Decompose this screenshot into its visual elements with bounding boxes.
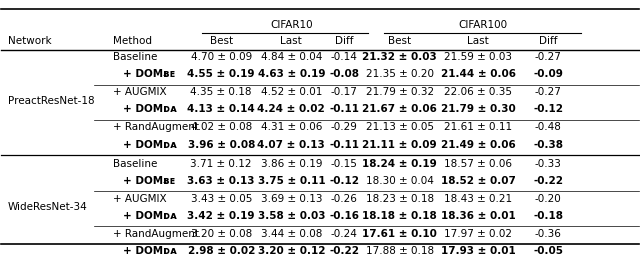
Text: + DOMᴃᴇ: + DOMᴃᴇ (123, 176, 175, 186)
Text: 18.30 ± 0.04: 18.30 ± 0.04 (365, 176, 433, 186)
Text: + RandAugment: + RandAugment (113, 122, 199, 132)
Text: -0.22: -0.22 (329, 246, 359, 256)
Text: Method: Method (113, 36, 152, 46)
Text: 4.24 ± 0.02: 4.24 ± 0.02 (257, 104, 325, 114)
Text: 4.35 ± 0.18: 4.35 ± 0.18 (191, 87, 252, 97)
Text: 21.59 ± 0.03: 21.59 ± 0.03 (444, 52, 512, 62)
Text: 18.52 ± 0.07: 18.52 ± 0.07 (440, 176, 515, 186)
Text: 4.70 ± 0.09: 4.70 ± 0.09 (191, 52, 252, 62)
Text: -0.20: -0.20 (535, 194, 561, 204)
Text: -0.15: -0.15 (331, 159, 358, 169)
Text: 17.61 ± 0.10: 17.61 ± 0.10 (362, 229, 437, 239)
Text: Baseline: Baseline (113, 52, 157, 62)
Text: 3.42 ± 0.19: 3.42 ± 0.19 (188, 211, 255, 221)
Text: 18.36 ± 0.01: 18.36 ± 0.01 (441, 211, 515, 221)
Text: Best: Best (210, 36, 233, 46)
Text: -0.22: -0.22 (533, 176, 563, 186)
Text: -0.27: -0.27 (534, 52, 561, 62)
Text: -0.12: -0.12 (329, 176, 359, 186)
Text: 21.44 ± 0.06: 21.44 ± 0.06 (440, 69, 516, 79)
Text: 21.32 ± 0.03: 21.32 ± 0.03 (362, 52, 437, 62)
Text: -0.08: -0.08 (329, 69, 359, 79)
Text: -0.12: -0.12 (533, 104, 563, 114)
Text: 4.31 ± 0.06: 4.31 ± 0.06 (260, 122, 322, 132)
Text: WideResNet-34: WideResNet-34 (8, 202, 88, 212)
Text: 18.43 ± 0.21: 18.43 ± 0.21 (444, 194, 512, 204)
Text: -0.11: -0.11 (329, 140, 359, 150)
Text: Network: Network (8, 36, 51, 46)
Text: 4.84 ± 0.04: 4.84 ± 0.04 (260, 52, 322, 62)
Text: -0.38: -0.38 (533, 140, 563, 150)
Text: 3.69 ± 0.13: 3.69 ± 0.13 (260, 194, 322, 204)
Text: -0.11: -0.11 (329, 104, 359, 114)
Text: 21.13 ± 0.05: 21.13 ± 0.05 (365, 122, 434, 132)
Text: Diff: Diff (335, 36, 353, 46)
Text: 17.88 ± 0.18: 17.88 ± 0.18 (365, 246, 434, 256)
Text: -0.36: -0.36 (534, 229, 561, 239)
Text: -0.48: -0.48 (534, 122, 561, 132)
Text: 3.20 ± 0.08: 3.20 ± 0.08 (191, 229, 252, 239)
Text: PreactResNet-18: PreactResNet-18 (8, 96, 94, 106)
Text: 3.71 ± 0.12: 3.71 ± 0.12 (191, 159, 252, 169)
Text: + DOMᴅᴀ: + DOMᴅᴀ (123, 104, 177, 114)
Text: 21.49 ± 0.06: 21.49 ± 0.06 (441, 140, 515, 150)
Text: CIFAR10: CIFAR10 (270, 20, 312, 30)
Text: 4.63 ± 0.19: 4.63 ± 0.19 (257, 69, 325, 79)
Text: -0.05: -0.05 (533, 246, 563, 256)
Text: 3.58 ± 0.03: 3.58 ± 0.03 (257, 211, 325, 221)
Text: + AUGMIX: + AUGMIX (113, 194, 166, 204)
Text: 3.20 ± 0.12: 3.20 ± 0.12 (257, 246, 325, 256)
Text: + DOMᴅᴀ: + DOMᴅᴀ (123, 140, 177, 150)
Text: -0.24: -0.24 (331, 229, 358, 239)
Text: 21.11 ± 0.09: 21.11 ± 0.09 (362, 140, 437, 150)
Text: 21.35 ± 0.20: 21.35 ± 0.20 (365, 69, 434, 79)
Text: 3.44 ± 0.08: 3.44 ± 0.08 (260, 229, 322, 239)
Text: 3.75 ± 0.11: 3.75 ± 0.11 (257, 176, 325, 186)
Text: 21.79 ± 0.30: 21.79 ± 0.30 (441, 104, 515, 114)
Text: 21.79 ± 0.32: 21.79 ± 0.32 (365, 87, 434, 97)
Text: 18.23 ± 0.18: 18.23 ± 0.18 (365, 194, 434, 204)
Text: -0.16: -0.16 (329, 211, 359, 221)
Text: 4.55 ± 0.19: 4.55 ± 0.19 (188, 69, 255, 79)
Text: 4.07 ± 0.13: 4.07 ± 0.13 (257, 140, 325, 150)
Text: -0.27: -0.27 (534, 87, 561, 97)
Text: + DOMᴅᴀ: + DOMᴅᴀ (123, 246, 177, 256)
Text: + AUGMIX: + AUGMIX (113, 87, 166, 97)
Text: Best: Best (388, 36, 412, 46)
Text: -0.17: -0.17 (331, 87, 358, 97)
Text: -0.18: -0.18 (533, 211, 563, 221)
Text: 3.43 ± 0.05: 3.43 ± 0.05 (191, 194, 252, 204)
Text: 21.67 ± 0.06: 21.67 ± 0.06 (362, 104, 437, 114)
Text: 18.24 ± 0.19: 18.24 ± 0.19 (362, 159, 437, 169)
Text: 3.63 ± 0.13: 3.63 ± 0.13 (188, 176, 255, 186)
Text: -0.09: -0.09 (533, 69, 563, 79)
Text: Last: Last (280, 36, 302, 46)
Text: CIFAR100: CIFAR100 (458, 20, 507, 30)
Text: Baseline: Baseline (113, 159, 157, 169)
Text: 17.97 ± 0.02: 17.97 ± 0.02 (444, 229, 512, 239)
Text: Diff: Diff (539, 36, 557, 46)
Text: 4.02 ± 0.08: 4.02 ± 0.08 (191, 122, 252, 132)
Text: 3.86 ± 0.19: 3.86 ± 0.19 (260, 159, 322, 169)
Text: + DOMᴃᴇ: + DOMᴃᴇ (123, 69, 175, 79)
Text: -0.29: -0.29 (331, 122, 358, 132)
Text: + DOMᴅᴀ: + DOMᴅᴀ (123, 211, 177, 221)
Text: 21.61 ± 0.11: 21.61 ± 0.11 (444, 122, 512, 132)
Text: 4.52 ± 0.01: 4.52 ± 0.01 (260, 87, 322, 97)
Text: Last: Last (467, 36, 489, 46)
Text: 18.18 ± 0.18: 18.18 ± 0.18 (362, 211, 437, 221)
Text: 4.13 ± 0.14: 4.13 ± 0.14 (188, 104, 255, 114)
Text: + RandAugment: + RandAugment (113, 229, 199, 239)
Text: 17.93 ± 0.01: 17.93 ± 0.01 (441, 246, 515, 256)
Text: -0.14: -0.14 (331, 52, 358, 62)
Text: -0.26: -0.26 (331, 194, 358, 204)
Text: 22.06 ± 0.35: 22.06 ± 0.35 (444, 87, 512, 97)
Text: 2.98 ± 0.02: 2.98 ± 0.02 (188, 246, 255, 256)
Text: -0.33: -0.33 (534, 159, 561, 169)
Text: 3.96 ± 0.08: 3.96 ± 0.08 (188, 140, 255, 150)
Text: 18.57 ± 0.06: 18.57 ± 0.06 (444, 159, 512, 169)
